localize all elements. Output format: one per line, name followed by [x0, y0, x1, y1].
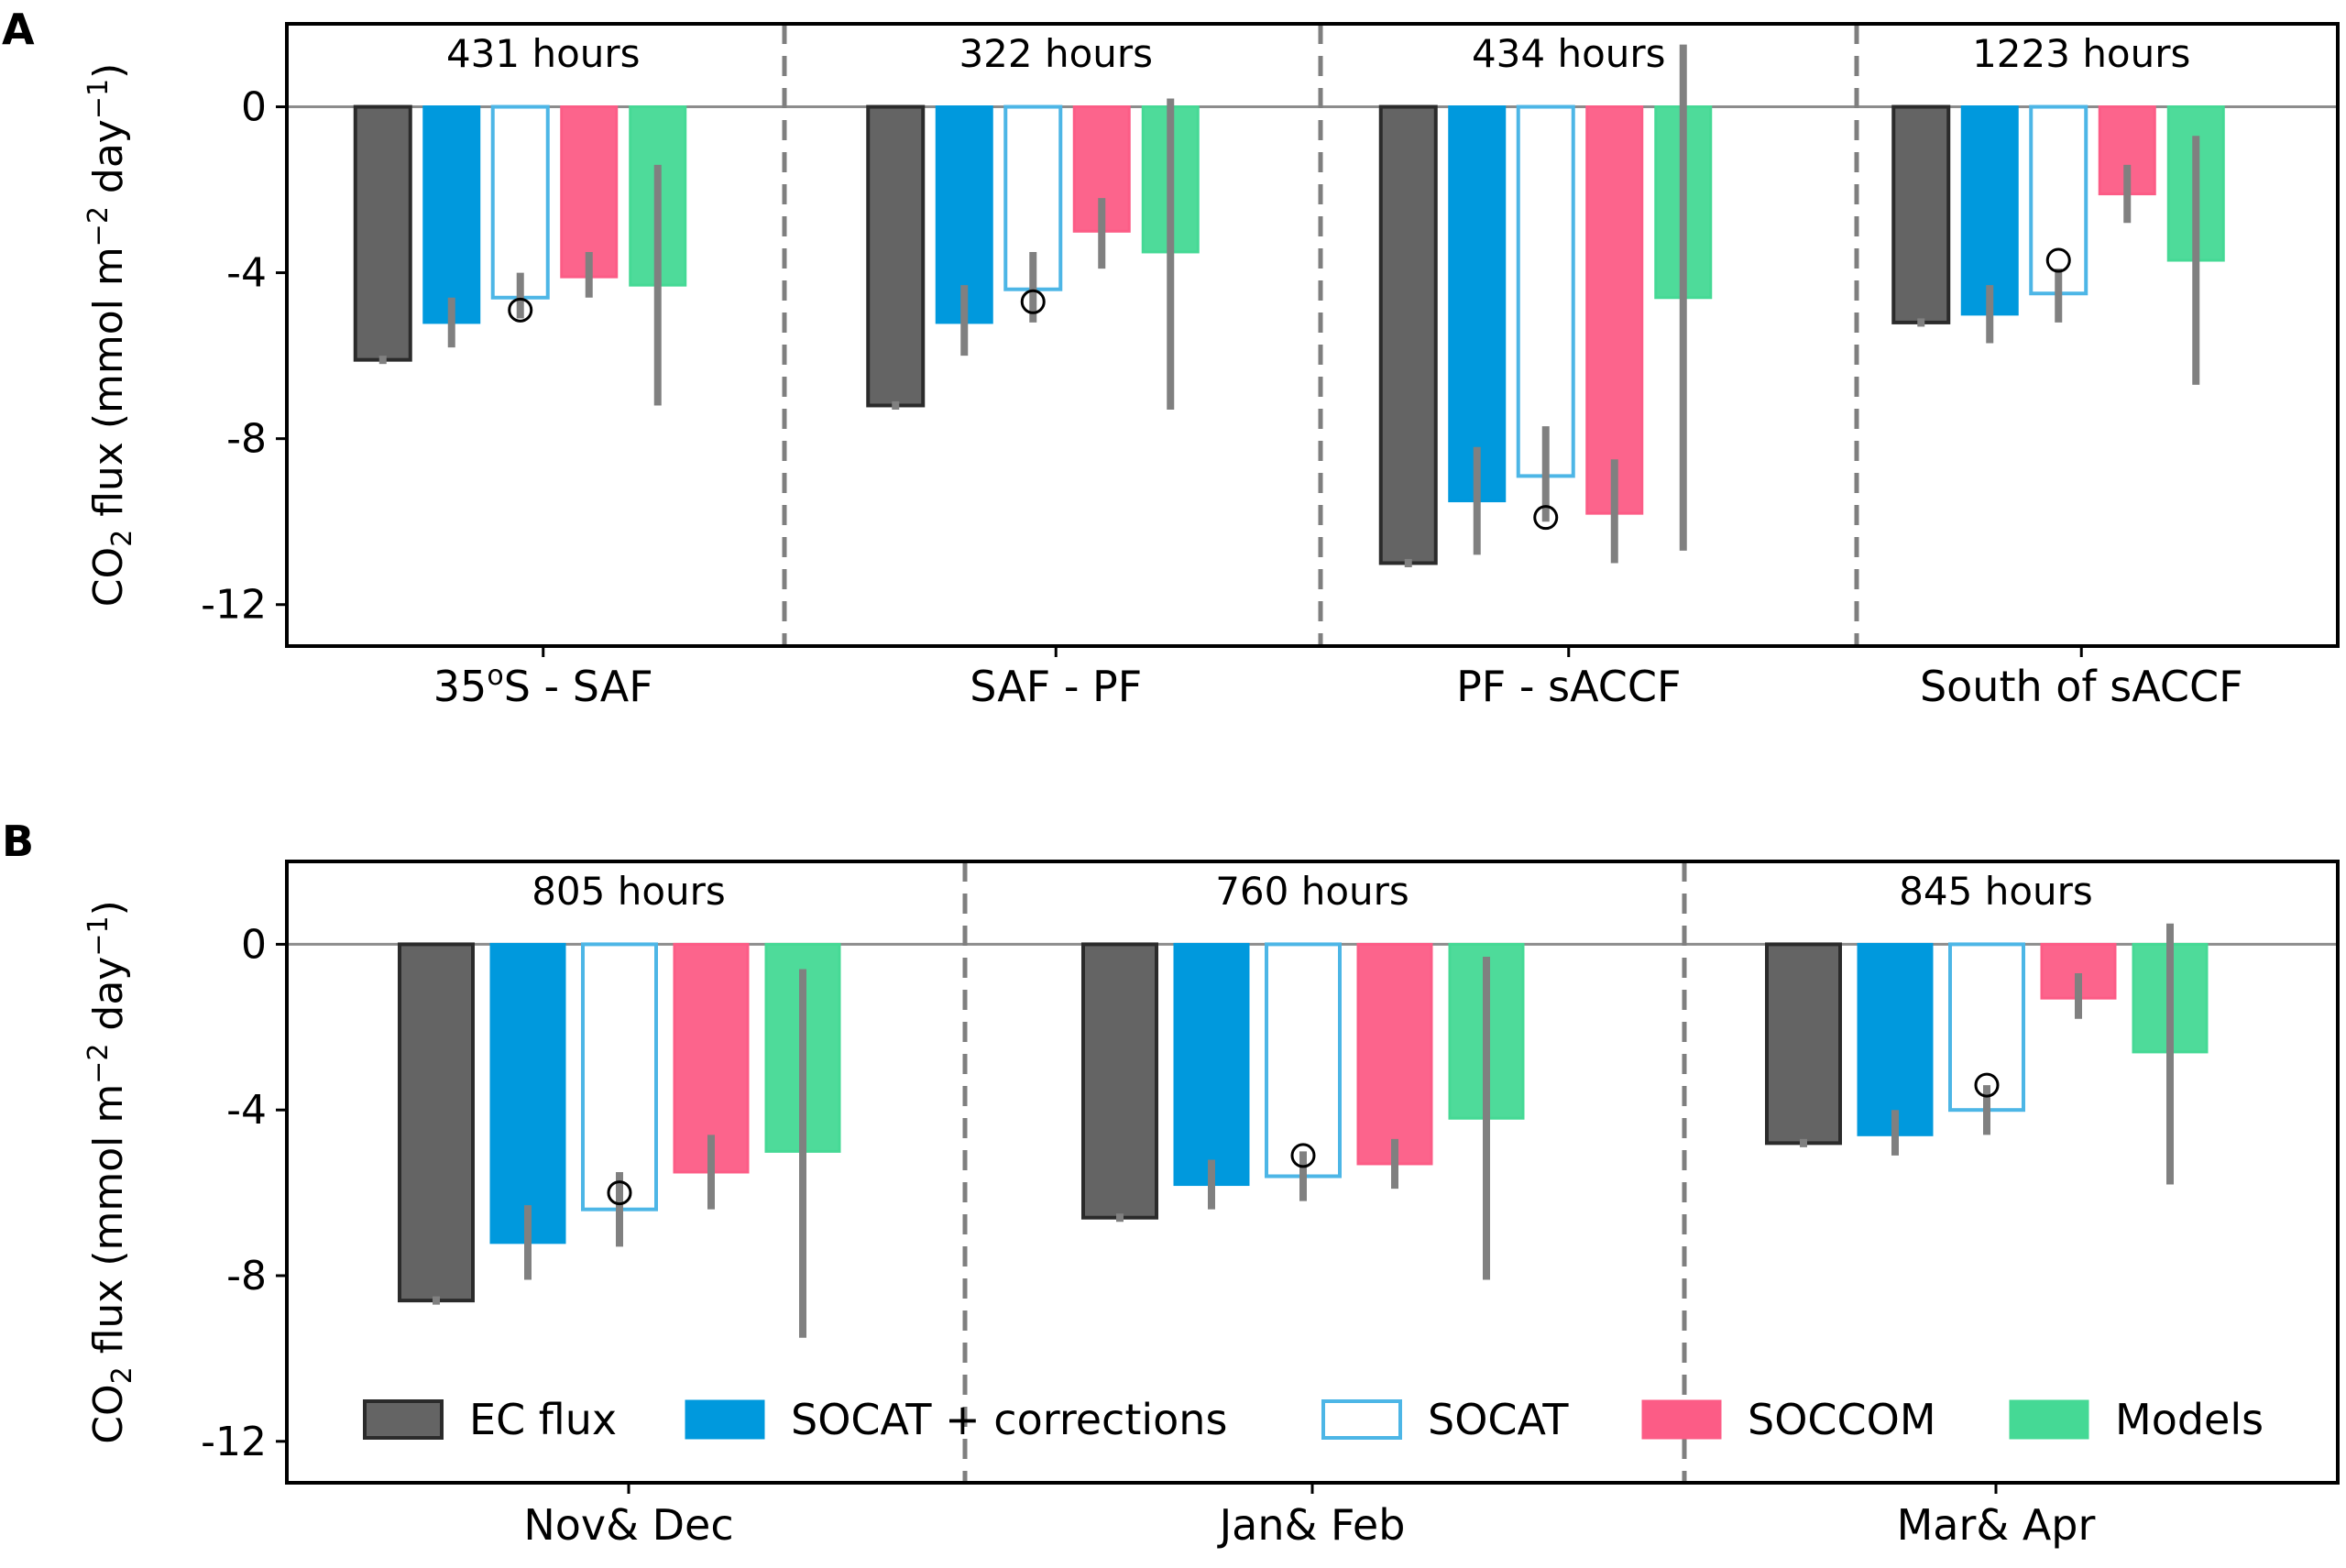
y-tick-label: 0 [241, 921, 267, 968]
y-label-text: CO [85, 1384, 132, 1443]
bar-ec-flux [1378, 104, 1438, 565]
legend-label: SOCAT [1428, 1395, 1569, 1444]
socat-marker [508, 297, 533, 323]
bar-soccom [2040, 942, 2117, 1000]
bar-socat [581, 942, 658, 1212]
bar-socat [490, 104, 550, 300]
y-axis-label: CO2 flux (mmol m−2 day−1) [82, 900, 138, 1444]
plot-frame [285, 22, 2340, 648]
bar-socat-corrections [422, 105, 481, 324]
bar-socat [1265, 942, 1342, 1179]
y-tick-label: -4 [226, 250, 267, 297]
hours-label: 434 hours [1472, 31, 1666, 76]
y-label-text: ) [85, 63, 132, 79]
bar-soccom [1585, 105, 1644, 515]
y-tick-label: -12 [201, 1419, 267, 1465]
hours-label: 322 hours [959, 31, 1153, 76]
hours-label: 431 hours [446, 31, 641, 76]
panel-label: B [2, 817, 34, 866]
x-tick-label: 35oS - SAF [433, 660, 653, 711]
x-label-text: SAF - PF [970, 662, 1142, 711]
x-label-text: PF - sACCF [1456, 662, 1681, 711]
y-label-sup: −1 [82, 79, 115, 119]
bar-socat-corrections [1448, 105, 1507, 503]
legend-swatch [685, 1399, 765, 1440]
bar-socat-corrections [1960, 105, 2019, 316]
x-tick-label: SAF - PF [970, 662, 1142, 711]
bar-soccom [1356, 942, 1433, 1166]
x-tick-label: Jan& Feb [1217, 1500, 1406, 1550]
plot-frame [285, 860, 2340, 1485]
y-label-text: flux (mmol m [85, 247, 132, 530]
y-tick-label: -4 [226, 1087, 267, 1134]
legend-swatch [2009, 1399, 2089, 1440]
x-label-text: S - SAF [504, 662, 653, 711]
hours-label: 760 hours [1215, 869, 1409, 914]
x-label-sup: o [487, 660, 503, 692]
x-tick-label: PF - sACCF [1456, 662, 1681, 711]
socat-marker [607, 1180, 632, 1206]
y-label-sup: −1 [82, 916, 115, 956]
socat-marker [2045, 247, 2071, 273]
bar-ec-flux [866, 104, 926, 408]
y-tick-label: -12 [201, 582, 267, 629]
y-axis-label: CO2 flux (mmol m−2 day−1) [82, 63, 138, 608]
x-tick-label: South of sACCF [1920, 662, 2243, 711]
legend-swatch [363, 1399, 444, 1440]
y-label-sup: −2 [82, 1044, 115, 1084]
x-label-text: South of sACCF [1920, 662, 2243, 711]
panel-label: A [2, 5, 35, 54]
socat-marker [1290, 1143, 1316, 1168]
bar-socat-corrections [1857, 942, 1934, 1136]
x-tick-label: Nov& Dec [523, 1500, 733, 1550]
y-label-text: day [85, 957, 132, 1044]
legend-swatch [1321, 1399, 1402, 1440]
y-label-sup: −2 [82, 206, 115, 247]
bar-ec-flux [1891, 104, 1951, 324]
bar-socat-corrections [489, 942, 566, 1245]
legend-label: Models [2115, 1395, 2264, 1444]
y-label-sub: 2 [106, 1366, 138, 1384]
bar-ec-flux [398, 942, 475, 1303]
y-tick-label: -8 [226, 416, 267, 463]
hours-label: 1223 hours [1972, 31, 2190, 76]
x-tick-label: Mar& Apr [1897, 1500, 2096, 1550]
x-label-text: Nov& Dec [523, 1500, 733, 1550]
bar-socat-corrections [1173, 942, 1250, 1187]
y-label-text: flux (mmol m [85, 1084, 132, 1367]
socat-marker [1974, 1072, 2000, 1098]
y-tick-label: -8 [226, 1253, 267, 1299]
bar-soccom [560, 105, 619, 279]
y-label-text: day [85, 119, 132, 206]
bar-socat [1516, 104, 1575, 478]
bar-ec-flux [1765, 942, 1842, 1146]
socat-marker [1020, 289, 1046, 314]
bar-soccom [673, 942, 750, 1174]
legend-label: SOCCOM [1748, 1395, 1936, 1444]
legend-swatch [1641, 1399, 1722, 1440]
x-label-text: Mar& Apr [1897, 1500, 2096, 1550]
bar-socat [1948, 942, 2025, 1113]
legend-label: EC flux [469, 1395, 617, 1444]
y-tick-label: 0 [241, 84, 267, 131]
bar-soccom [2098, 105, 2156, 196]
bar-ec-flux [1081, 942, 1158, 1220]
panel-b: B CO2 flux (mmol m−2 day−1) 0 -4 -8 -12 Nov& D… [2, 817, 2340, 1550]
hours-label: 805 hours [532, 869, 726, 914]
bar-ec-flux [353, 104, 412, 362]
x-label-text: Jan& Feb [1217, 1500, 1406, 1550]
y-label-text: CO [85, 547, 132, 607]
legend: EC flux SOCAT + corrections SOCAT SOCCOM Mod… [363, 1395, 2264, 1444]
x-label-text: 35 [433, 662, 488, 711]
hours-label: 845 hours [1899, 869, 2093, 914]
y-label-text: ) [85, 900, 132, 916]
legend-label: SOCAT + corrections [791, 1395, 1227, 1444]
y-label-sub: 2 [106, 530, 138, 547]
panel-a: A CO2 flux (mmol m−2 day−1) 0 -4 -8 -12 35oS -… [2, 5, 2340, 711]
bar-socat [2029, 104, 2088, 296]
socat-marker [1533, 505, 1559, 531]
